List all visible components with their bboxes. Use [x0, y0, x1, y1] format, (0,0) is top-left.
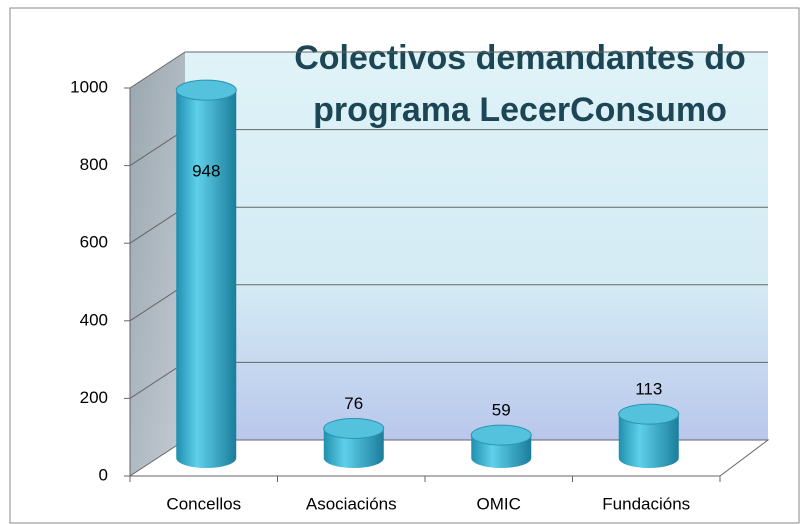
bar	[618, 414, 679, 468]
chart-title: Colectivos demandantes do	[294, 39, 746, 77]
grid-line	[129, 129, 186, 167]
y-tick-label: 200	[80, 388, 108, 407]
x-tick-label: Fundacións	[602, 494, 690, 513]
chart-title: programa LecerConsumo	[313, 91, 727, 129]
y-tick-label: 0	[99, 465, 108, 484]
y-tick-label: 600	[80, 233, 108, 252]
x-tick-label: Concellos	[166, 494, 241, 513]
back-wall	[185, 52, 768, 440]
x-tick-label: Asociacións	[306, 494, 397, 513]
value-label: 113	[635, 380, 662, 399]
bar	[323, 428, 384, 468]
bar-top	[323, 418, 385, 440]
bar-top	[470, 424, 532, 446]
y-tick-label: 400	[80, 310, 108, 329]
floor	[128, 439, 770, 477]
grid-line	[129, 206, 186, 244]
grid-line	[129, 361, 186, 399]
value-label: 59	[492, 401, 511, 420]
grid-line	[129, 284, 186, 322]
value-label: 948	[192, 162, 220, 181]
bar-top	[618, 403, 680, 425]
bar	[176, 90, 237, 469]
y-tick-label: 800	[80, 155, 108, 174]
side-wall	[130, 52, 185, 476]
bar-top	[175, 79, 237, 101]
value-label: 76	[344, 394, 363, 413]
y-tick-label: 1000	[70, 77, 108, 96]
grid-line	[129, 51, 186, 89]
x-tick-label: OMIC	[477, 494, 521, 513]
